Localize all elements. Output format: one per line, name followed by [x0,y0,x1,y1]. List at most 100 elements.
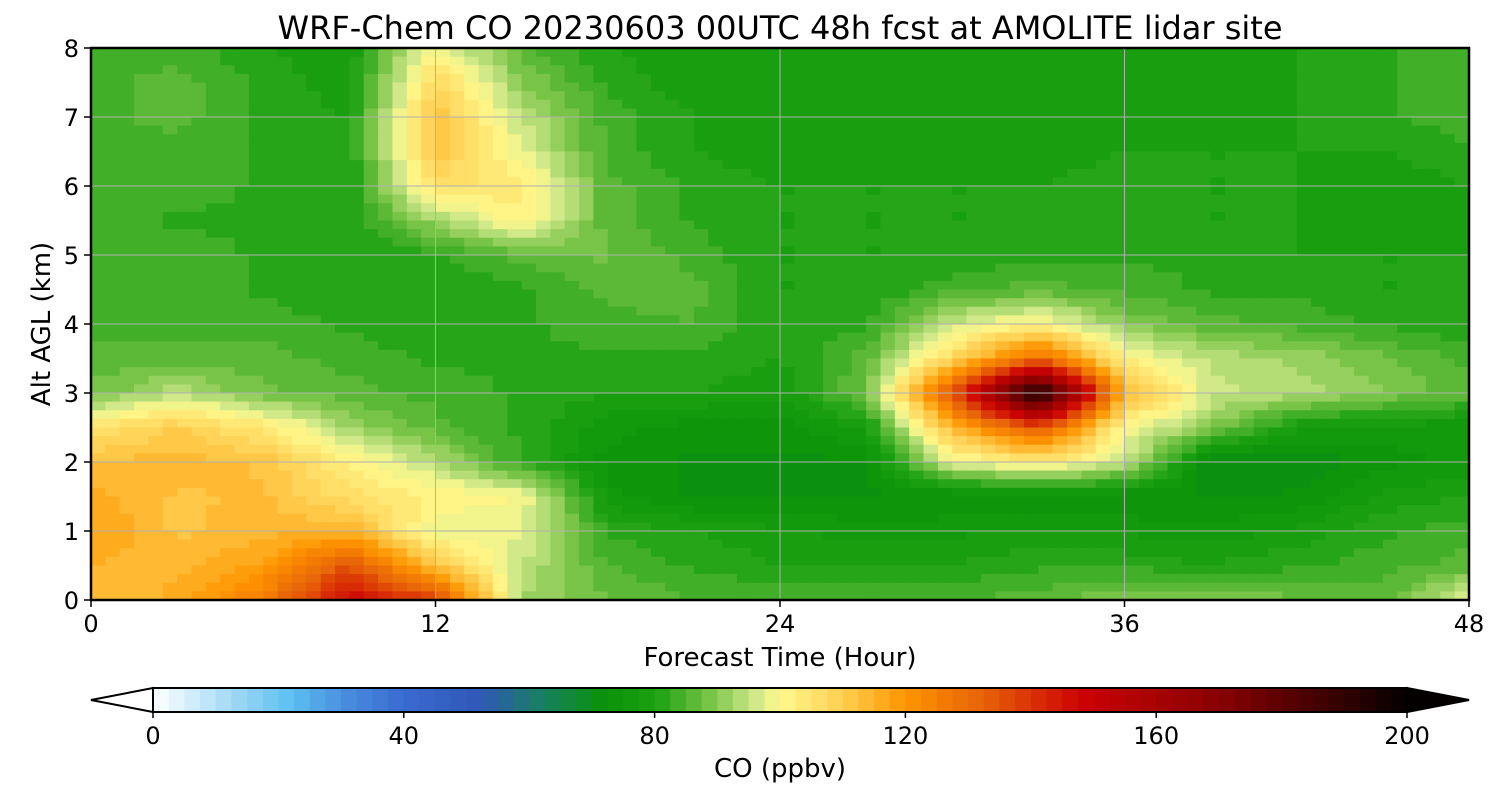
heatmap-cell [1325,255,1341,265]
heatmap-cell [593,48,609,58]
heatmap-cell [1354,255,1370,265]
heatmap-cell [1454,358,1469,368]
heatmap-cell [378,142,394,153]
heatmap-cell [579,427,594,437]
heatmap-cell [91,177,106,187]
heatmap-cell [421,280,437,291]
heatmap-cell [1153,289,1169,299]
heatmap-cell [1382,479,1398,489]
heatmap-cell [492,99,508,109]
heatmap-cell [1009,117,1025,127]
heatmap-cell [780,142,795,153]
heatmap-cell [1253,246,1269,256]
heatmap-cell [1210,211,1226,222]
heatmap-cell [1224,99,1240,109]
heatmap-cell [636,48,652,58]
heatmap-cell [1110,393,1126,403]
heatmap-cell [492,341,508,351]
heatmap-cell [1268,73,1283,84]
heatmap-cell [1196,349,1212,360]
heatmap-cell [1268,289,1283,299]
heatmap-cell [1081,246,1097,256]
heatmap-cell [1009,375,1025,385]
heatmap-cell [980,418,996,429]
heatmap-cell [1296,401,1312,411]
heatmap-cell [995,237,1011,247]
heatmap-cell [306,56,322,66]
heatmap-cell [1110,375,1126,385]
heatmap-cell [421,289,437,299]
heatmap-cell [119,211,135,222]
heatmap-cell [148,151,164,161]
heatmap-cell [1397,134,1413,144]
heatmap-cell [1153,73,1169,84]
heatmap-cell [449,470,465,480]
heatmap-cell [1296,427,1312,437]
heatmap-cell [1124,108,1140,118]
heatmap-cell [550,444,566,454]
heatmap-cell [1095,462,1111,472]
heatmap-cell [1411,151,1427,161]
heatmap-cell [937,384,953,394]
heatmap-cell [363,427,379,437]
heatmap-cell [220,82,236,92]
heatmap-cell [1124,375,1140,385]
heatmap-cell [1368,73,1384,84]
heatmap-cell [1282,220,1298,230]
heatmap-cell [1368,117,1384,127]
heatmap-cell [349,272,365,282]
heatmap-cell [320,298,336,308]
heatmap-cell [636,375,652,385]
heatmap-cell [564,91,580,101]
heatmap-cell [392,349,408,360]
heatmap-cell [406,65,422,75]
heatmap-cell [622,117,638,127]
heatmap-cell [1411,65,1427,75]
heatmap-cell [1440,203,1456,213]
heatmap-cell [248,99,264,109]
heatmap-cell [1153,82,1169,92]
heatmap-cell [622,289,638,299]
heatmap-cell [1067,82,1083,92]
heatmap-cell [1095,444,1111,454]
heatmap-cell [1268,367,1283,377]
heatmap-cell [952,470,968,480]
heatmap-cell [593,177,609,187]
heatmap-cell [622,306,638,316]
heatmap-cell [1354,211,1370,222]
heatmap-cell [1425,220,1441,230]
heatmap-cell [1052,246,1068,256]
heatmap-cell [1440,108,1456,118]
heatmap-cell [1210,436,1226,446]
heatmap-cell [1425,341,1441,351]
heatmap-cell [851,367,867,377]
heatmap-cell [808,160,824,170]
heatmap-cell [234,444,250,454]
heatmap-cell [1296,479,1312,489]
heatmap-cell [550,289,566,299]
heatmap-cell [191,186,207,196]
heatmap-cell [837,444,853,454]
heatmap-cell [1210,401,1226,411]
heatmap-cell [162,134,178,144]
heatmap-cell [1153,444,1169,454]
heatmap-cell [335,134,350,144]
heatmap-cell [607,220,623,230]
heatmap-cell [1124,134,1140,144]
heatmap-cell [119,332,135,342]
heatmap-cell [91,332,106,342]
heatmap-cell [780,306,795,316]
heatmap-cell [1239,367,1255,377]
heatmap-cell [837,367,853,377]
heatmap-cell [162,82,178,92]
heatmap-cell [1067,306,1083,316]
heatmap-cell [1038,160,1054,170]
heatmap-cell [378,384,394,394]
heatmap-cell [162,375,178,385]
heatmap-cell [952,401,968,411]
heatmap-cell [693,393,709,403]
heatmap-cell [1038,298,1054,308]
heatmap-cell [1224,56,1240,66]
heatmap-cell [248,177,264,187]
heatmap-cell [392,48,408,58]
